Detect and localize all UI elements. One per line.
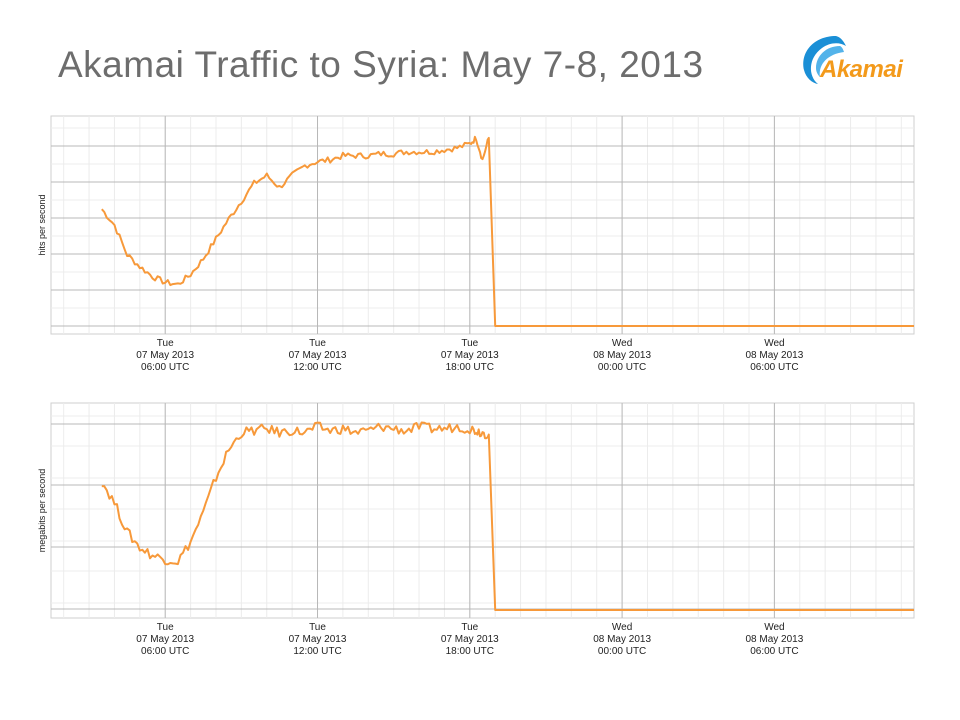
x-tick-label: 12:00 UTC [293, 646, 341, 657]
x-tick-label: Tue [309, 622, 326, 633]
x-tick-label: 08 May 2013 [593, 350, 651, 361]
x-tick-label: 08 May 2013 [745, 350, 803, 361]
x-tick-label: 07 May 2013 [289, 350, 347, 361]
x-tick-label: 06:00 UTC [141, 362, 189, 373]
x-tick-label: 07 May 2013 [136, 634, 194, 645]
akamai-swoosh-icon [803, 36, 846, 84]
x-tick-label: 08 May 2013 [745, 634, 803, 645]
x-tick-label: 07 May 2013 [136, 350, 194, 361]
x-tick-label: 06:00 UTC [141, 646, 189, 657]
x-tick-label: Wed [764, 338, 784, 349]
x-tick-label: 18:00 UTC [446, 646, 494, 657]
plot-area [50, 115, 915, 335]
x-tick-label: Tue [461, 338, 478, 349]
y-axis-label: hits per second [37, 194, 47, 255]
x-tick-label: 06:00 UTC [750, 646, 798, 657]
x-tick-label: 07 May 2013 [441, 350, 499, 361]
y-axis-label: megabits per second [37, 469, 47, 553]
x-tick-label: 00:00 UTC [598, 362, 646, 373]
logo-text: Akamai [820, 56, 903, 83]
x-tick-label: 06:00 UTC [750, 362, 798, 373]
x-tick-label: 18:00 UTC [446, 362, 494, 373]
x-tick-label: Tue [157, 622, 174, 633]
x-tick-label: Wed [612, 622, 632, 633]
series-line [101, 135, 914, 327]
x-tick-label: 08 May 2013 [593, 634, 651, 645]
series-line [101, 421, 914, 611]
x-tick-label: Tue [309, 338, 326, 349]
x-tick-label: 07 May 2013 [289, 634, 347, 645]
x-tick-label: 00:00 UTC [598, 646, 646, 657]
x-tick-label: Tue [157, 338, 174, 349]
slide-title: Akamai Traffic to Syria: May 7-8, 2013 [58, 44, 704, 85]
x-tick-label: Wed [764, 622, 784, 633]
plot-area [50, 402, 915, 619]
akamai-logo: Akamai [796, 30, 926, 90]
x-tick-label: Tue [461, 622, 478, 633]
x-tick-label: 12:00 UTC [293, 362, 341, 373]
x-tick-label: 07 May 2013 [441, 634, 499, 645]
x-tick-label: Wed [612, 338, 632, 349]
